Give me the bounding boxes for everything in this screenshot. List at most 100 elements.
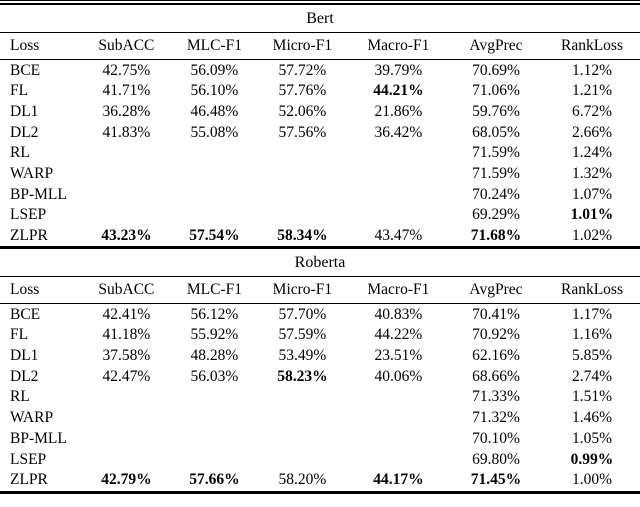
metric-value: 68.66% (472, 367, 520, 385)
metric-value (80, 429, 173, 450)
metric-value (256, 429, 349, 450)
metric-value: 1.16% (571, 326, 612, 344)
column-header-mlc-f1: MLC-F1 (172, 276, 256, 305)
metric-value: 62.16% (472, 347, 520, 365)
table-row: DL2 41.83% 55.08% 57.56% 36.42% 68.05% 2.66% (0, 122, 640, 143)
metric-value: 52.06% (278, 102, 327, 120)
metric-value: 71.33% (472, 388, 520, 406)
metric-value: 1.46% (571, 409, 612, 427)
metric-value: 55.08% (190, 123, 239, 141)
row-label: FL (10, 326, 29, 344)
metric-value: 57.59% (278, 326, 327, 344)
metric-value (349, 164, 448, 185)
metric-value: 1.05% (571, 429, 612, 447)
metric-value (173, 408, 256, 429)
metric-value (173, 143, 256, 164)
column-header-mlc-f1: MLC-F1 (172, 32, 256, 61)
metric-value: 39.79% (374, 61, 423, 79)
metric-value: 36.42% (374, 123, 423, 141)
metric-value (349, 205, 448, 226)
metric-value: 2.66% (571, 123, 612, 141)
table-row: BCE 42.41% 56.12% 57.70% 40.83% 70.41% 1.17% (0, 304, 640, 325)
metric-value: 68.05% (472, 123, 520, 141)
metric-value: 42.47% (102, 367, 151, 385)
metric-value: 37.58% (102, 347, 151, 365)
metric-value: 5.85% (571, 347, 612, 365)
metric-value: 41.71% (102, 82, 151, 100)
metric-value (173, 184, 256, 205)
loss-comparison-figure: Bert Loss SubACC MLC-F1 Micro-F1 Macro-F… (0, 0, 640, 494)
column-header-loss: Loss (0, 32, 80, 61)
metric-value (80, 387, 173, 408)
metric-value: 53.49% (278, 347, 327, 365)
metric-value: 41.18% (102, 326, 151, 344)
table-row: DL1 37.58% 48.28% 53.49% 23.51% 62.16% 5.85% (0, 346, 640, 367)
metric-value: 1.07% (571, 185, 612, 203)
metric-value (173, 449, 256, 470)
metric-value (80, 184, 173, 205)
metric-value: 43.23% (101, 227, 152, 245)
bert-results-table: Loss SubACC MLC-F1 Micro-F1 Macro-F1 Avg… (0, 32, 640, 246)
table-row: FL 41.18% 55.92% 57.59% 44.22% 70.92% 1.16% (0, 325, 640, 346)
metric-value: 58.23% (277, 367, 328, 385)
metric-value (256, 184, 349, 205)
metric-value (256, 164, 349, 185)
row-label: BCE (10, 305, 41, 323)
metric-value: 56.03% (190, 367, 239, 385)
metric-value (80, 143, 173, 164)
metric-value (256, 387, 349, 408)
metric-value (173, 387, 256, 408)
metric-value: 58.34% (277, 227, 328, 245)
column-header-avgprec: AvgPrec (447, 32, 544, 61)
row-label: WARP (10, 409, 54, 427)
metric-value: 42.41% (102, 305, 151, 323)
row-label: WARP (10, 164, 54, 182)
metric-value: 70.69% (472, 61, 520, 79)
metric-value: 58.20% (278, 471, 327, 489)
table-title-bert: Bert (306, 9, 334, 27)
row-label: ZLPR (10, 227, 48, 245)
metric-value: 1.21% (571, 82, 612, 100)
metric-value: 70.24% (472, 185, 520, 203)
metric-value: 1.24% (571, 144, 612, 162)
metric-value: 2.74% (571, 367, 612, 385)
row-label: BCE (10, 61, 41, 79)
metric-value: 46.48% (190, 102, 239, 120)
row-label: FL (10, 82, 29, 100)
column-header-macro-f1: Macro-F1 (348, 32, 448, 61)
metric-value (349, 387, 448, 408)
metric-value: 70.92% (472, 326, 520, 344)
row-label: DL1 (10, 347, 39, 365)
metric-value: 69.80% (472, 450, 520, 468)
metric-value: 1.00% (571, 471, 612, 489)
metric-value: 56.12% (190, 305, 239, 323)
row-label: BP-MLL (10, 185, 67, 203)
row-label: BP-MLL (10, 429, 67, 447)
metric-value: 1.12% (571, 61, 612, 79)
metric-value (349, 143, 448, 164)
table-row: WARP 71.59% 1.32% (0, 164, 640, 185)
table-title-roberta: Roberta (294, 253, 346, 271)
metric-value: 43.47% (374, 227, 423, 245)
column-header-loss: Loss (0, 276, 80, 305)
table-row: LSEP 69.80% 0.99% (0, 449, 640, 470)
metric-value: 70.41% (472, 305, 520, 323)
metric-value: 56.09% (190, 61, 239, 79)
table-row: RL 71.59% 1.24% (0, 143, 640, 164)
metric-value: 55.92% (190, 326, 239, 344)
metric-value: 44.17% (373, 471, 424, 489)
metric-value: 57.70% (278, 305, 327, 323)
metric-value (256, 408, 349, 429)
header-row: Loss SubACC MLC-F1 Micro-F1 Macro-F1 Avg… (0, 276, 640, 305)
column-header-macro-f1: Macro-F1 (348, 276, 448, 305)
metric-value: 71.59% (472, 164, 520, 182)
row-label: RL (10, 144, 30, 162)
metric-value (80, 164, 173, 185)
metric-value: 41.83% (102, 123, 151, 141)
metric-value: 1.32% (571, 164, 612, 182)
table-row: BCE 42.75% 56.09% 57.72% 39.79% 70.69% 1.12% (0, 60, 640, 81)
metric-value: 1.51% (571, 388, 612, 406)
column-header-rankloss: RankLoss (543, 276, 640, 305)
metric-value (173, 164, 256, 185)
metric-value (256, 205, 349, 226)
